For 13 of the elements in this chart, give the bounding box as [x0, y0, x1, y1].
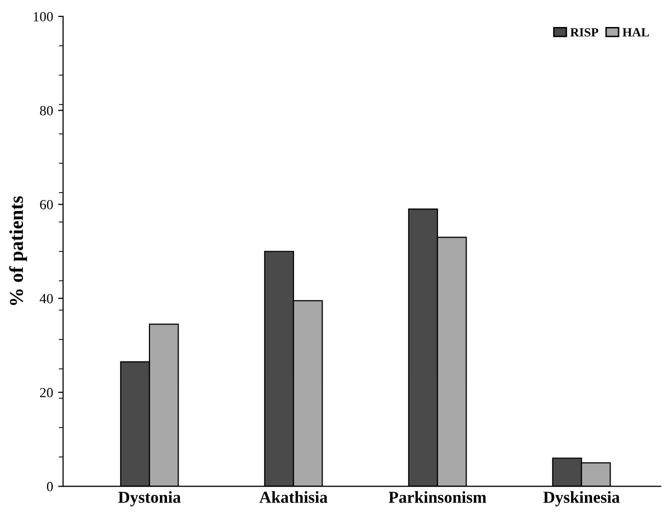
y-axis-title: % of patients	[9, 196, 27, 306]
y-tick-label: 60	[40, 200, 53, 210]
y-tick-label: 80	[40, 106, 53, 116]
y-tick-label: 0	[46, 482, 53, 492]
x-tick-label: Dystonia	[118, 491, 181, 506]
y-tick-label: 40	[40, 294, 53, 304]
x-tick-label: Parkinsonism	[388, 491, 486, 503]
legend-label: HAL	[622, 28, 649, 36]
legend-label: RISP	[570, 28, 598, 37]
x-tick-label: Akathisia	[259, 491, 328, 503]
y-tick-label: 100	[34, 12, 53, 22]
x-tick-label: Dyskinesia	[543, 491, 620, 506]
y-tick-label: 20	[40, 388, 53, 398]
